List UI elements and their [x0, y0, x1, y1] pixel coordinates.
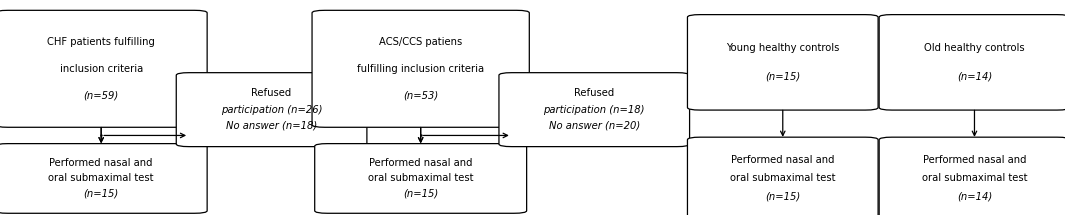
FancyBboxPatch shape	[176, 73, 366, 147]
Text: (n=15): (n=15)	[765, 72, 801, 82]
FancyBboxPatch shape	[0, 10, 207, 127]
Text: ACS/CCS patiens: ACS/CCS patiens	[379, 37, 462, 47]
Text: participation (n=18): participation (n=18)	[543, 105, 645, 115]
FancyBboxPatch shape	[688, 15, 878, 110]
Text: inclusion criteria: inclusion criteria	[60, 64, 143, 74]
Text: Old healthy controls: Old healthy controls	[924, 43, 1025, 53]
Text: (n=15): (n=15)	[403, 189, 439, 199]
Text: oral submaximal test: oral submaximal test	[921, 174, 1028, 183]
FancyBboxPatch shape	[688, 137, 878, 215]
FancyBboxPatch shape	[880, 137, 1065, 215]
Text: (n=15): (n=15)	[765, 192, 801, 202]
Text: fulfilling inclusion criteria: fulfilling inclusion criteria	[357, 64, 485, 74]
Text: No answer (n=20): No answer (n=20)	[548, 121, 640, 131]
Text: No answer (n=18): No answer (n=18)	[226, 121, 317, 131]
Text: (n=59): (n=59)	[83, 90, 119, 100]
Text: oral submaximal test: oral submaximal test	[367, 174, 474, 183]
Text: Refused: Refused	[251, 88, 292, 98]
Text: CHF patients fulfilling: CHF patients fulfilling	[47, 37, 155, 47]
Text: oral submaximal test: oral submaximal test	[730, 174, 836, 183]
Text: (n=14): (n=14)	[956, 72, 993, 82]
Text: oral submaximal test: oral submaximal test	[48, 174, 154, 183]
Text: Performed nasal and: Performed nasal and	[368, 158, 473, 168]
Text: Young healthy controls: Young healthy controls	[726, 43, 839, 53]
Text: (n=14): (n=14)	[956, 192, 993, 202]
FancyBboxPatch shape	[498, 73, 690, 147]
Text: (n=15): (n=15)	[83, 189, 119, 199]
Text: Performed nasal and: Performed nasal and	[49, 158, 153, 168]
FancyBboxPatch shape	[315, 144, 526, 213]
Text: Performed nasal and: Performed nasal and	[731, 155, 835, 165]
Text: Refused: Refused	[574, 88, 615, 98]
Text: participation (n=26): participation (n=26)	[220, 105, 323, 115]
FancyBboxPatch shape	[0, 144, 207, 213]
FancyBboxPatch shape	[880, 15, 1065, 110]
Text: (n=53): (n=53)	[403, 90, 439, 100]
FancyBboxPatch shape	[312, 10, 529, 127]
Text: Performed nasal and: Performed nasal and	[922, 155, 1027, 165]
